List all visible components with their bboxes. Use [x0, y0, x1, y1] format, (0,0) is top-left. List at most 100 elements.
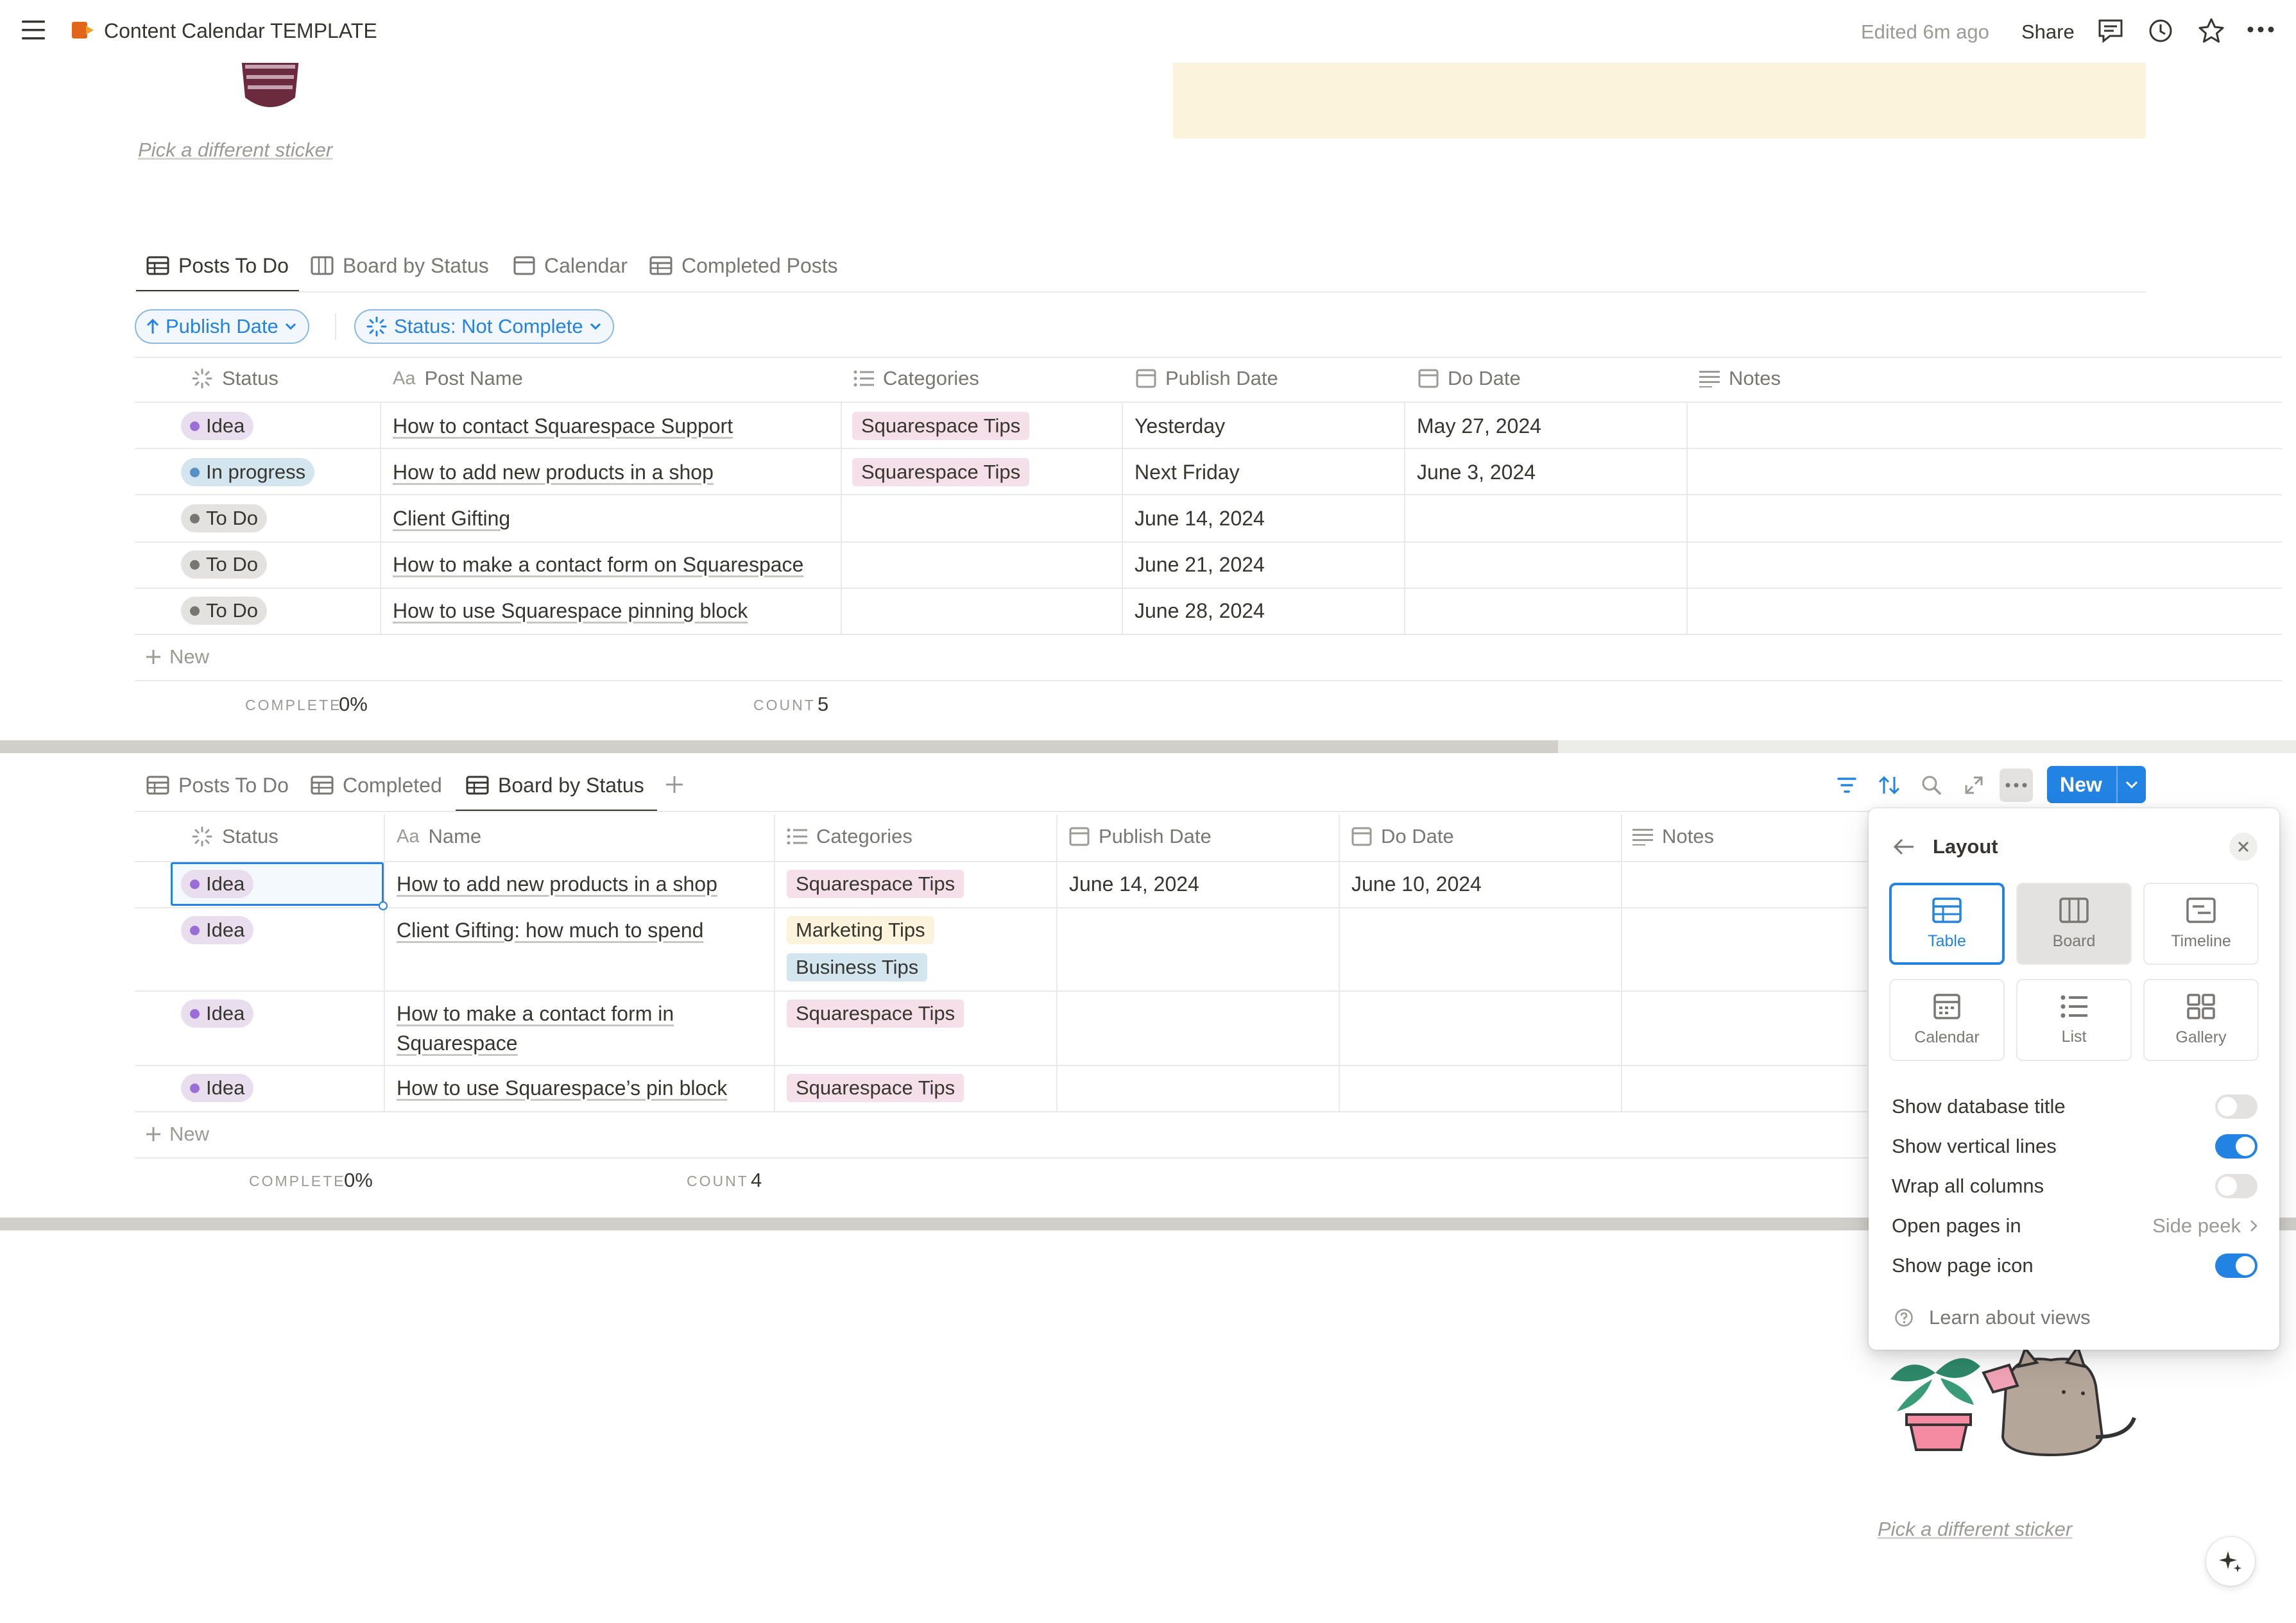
add-new-row-button[interactable]: New — [145, 1123, 209, 1146]
col-header-status[interactable]: Status — [191, 825, 278, 848]
setting-show-page-icon[interactable]: Show page icon — [1892, 1250, 2257, 1282]
more-options-icon[interactable] — [2247, 26, 2274, 33]
name-cell[interactable]: Client Gifting: how much to spend — [397, 919, 704, 942]
tab-calendar[interactable]: Calendar — [513, 246, 628, 285]
col-header-do-date[interactable]: Do Date — [1418, 367, 1521, 390]
col-header-notes[interactable]: Notes — [1699, 367, 1781, 390]
status-badge[interactable]: To Do — [181, 504, 267, 532]
ai-assistant-sparkle-button[interactable] — [2206, 1537, 2255, 1586]
learn-about-views-link[interactable]: Learn about views — [1894, 1306, 2091, 1329]
category-tag[interactable]: Squarespace Tips — [787, 1074, 964, 1102]
layout-option-board[interactable]: Board — [2016, 883, 2132, 965]
category-tag[interactable]: Marketing Tips — [787, 916, 934, 944]
tab-completed[interactable]: Completed — [311, 766, 442, 804]
search-icon[interactable] — [1915, 769, 1948, 802]
add-view-plus-icon[interactable] — [665, 775, 684, 794]
favorite-star-icon[interactable] — [2197, 17, 2225, 45]
name-cell-line1[interactable]: How to make a contact form in — [397, 1002, 674, 1025]
col-header-publish-date[interactable]: Publish Date — [1136, 367, 1278, 390]
status-badge[interactable]: To Do — [181, 550, 267, 579]
layout-option-timeline[interactable]: Timeline — [2143, 883, 2259, 965]
col-header-categories[interactable]: Categories — [853, 367, 979, 390]
close-icon[interactable] — [2229, 833, 2257, 861]
calc-count-label[interactable]: COUNT — [687, 1173, 749, 1189]
tab-posts-to-do[interactable]: Posts To Do — [146, 246, 289, 285]
col-header-name[interactable]: Aa Name — [397, 825, 481, 848]
sort-icon[interactable] — [1872, 769, 1906, 802]
cell-resize-handle[interactable] — [379, 901, 388, 910]
menu-icon[interactable] — [22, 19, 46, 41]
col-header-notes[interactable]: Notes — [1632, 825, 1714, 848]
category-tag[interactable]: Squarespace Tips — [787, 999, 964, 1028]
calc-complete-label[interactable]: COMPLETE — [249, 1173, 346, 1189]
add-new-row-button[interactable]: New — [145, 645, 209, 668]
col-header-do-date[interactable]: Do Date — [1351, 825, 1454, 848]
setting-open-pages-in[interactable]: Open pages in Side peek — [1892, 1210, 2257, 1242]
layout-option-gallery[interactable]: Gallery — [2143, 979, 2259, 1061]
layout-option-list[interactable]: List — [2016, 979, 2132, 1061]
back-arrow-icon[interactable] — [1893, 838, 1915, 856]
tab-board-by-status-active[interactable]: Board by Status — [466, 766, 644, 804]
category-tag[interactable]: Squarespace Tips — [852, 458, 1030, 486]
horizontal-scrollbar-thumb[interactable] — [0, 1218, 2296, 1230]
page-icon[interactable] — [71, 19, 95, 41]
setting-show-vertical-lines[interactable]: Show vertical lines — [1892, 1130, 2257, 1162]
layout-option-calendar[interactable]: Calendar — [1889, 979, 2005, 1061]
name-cell[interactable]: How to add new products in a shop — [397, 872, 717, 896]
do-date-cell[interactable]: June 10, 2024 — [1351, 872, 1482, 896]
tab-posts-to-do-2[interactable]: Posts To Do — [146, 766, 289, 804]
calc-complete-label[interactable]: COMPLETE — [245, 697, 342, 713]
tab-board-by-status[interactable]: Board by Status — [311, 246, 489, 285]
show-vertical-lines-toggle[interactable] — [2215, 1134, 2257, 1159]
name-cell[interactable]: How to use Squarespace’s pin block — [397, 1076, 728, 1100]
col-header-post-name[interactable]: Aa Post Name — [393, 367, 523, 390]
view-options-more-icon[interactable] — [2000, 769, 2033, 802]
status-not-complete-filter[interactable]: Status: Not Complete — [354, 309, 614, 344]
publish-date-cell[interactable]: June 14, 2024 — [1069, 872, 1199, 896]
show-page-icon-toggle[interactable] — [2215, 1253, 2257, 1278]
sticker-image-bottom[interactable] — [1871, 1341, 2141, 1456]
pick-sticker-link-bottom[interactable]: Pick a different sticker — [1878, 1518, 2073, 1540]
status-badge[interactable]: In progress — [181, 458, 315, 486]
post-name-cell[interactable]: How to contact Squarespace Support — [393, 414, 733, 438]
calc-count-label[interactable]: COUNT — [753, 697, 816, 713]
sort-publish-date-filter[interactable]: Publish Date — [135, 309, 309, 344]
status-badge[interactable]: Idea — [181, 870, 254, 898]
new-record-button[interactable]: New — [2047, 766, 2146, 803]
publish-date-cell[interactable]: Next Friday — [1135, 461, 1240, 484]
setting-show-database-title[interactable]: Show database title — [1892, 1091, 2257, 1123]
publish-date-cell[interactable]: Yesterday — [1135, 414, 1226, 438]
publish-date-cell[interactable]: June 28, 2024 — [1135, 599, 1265, 622]
do-date-cell[interactable]: May 27, 2024 — [1417, 414, 1541, 438]
name-cell-line2[interactable]: Squarespace — [397, 1032, 518, 1055]
page-title[interactable]: Content Calendar TEMPLATE — [104, 19, 377, 42]
expand-icon[interactable] — [1957, 769, 1991, 802]
status-badge[interactable]: Idea — [181, 412, 254, 440]
do-date-cell[interactable]: June 3, 2024 — [1417, 461, 1536, 484]
sticker-image-top[interactable] — [236, 58, 304, 115]
tab-completed-posts[interactable]: Completed Posts — [649, 246, 838, 285]
post-name-cell[interactable]: Client Gifting — [393, 507, 511, 530]
show-database-title-toggle[interactable] — [2215, 1094, 2257, 1119]
category-tag[interactable]: Business Tips — [787, 953, 928, 981]
layout-option-table[interactable]: Table — [1889, 883, 2005, 965]
status-badge[interactable]: To Do — [181, 597, 267, 625]
chevron-down-icon[interactable] — [2118, 781, 2146, 788]
publish-date-cell[interactable]: June 21, 2024 — [1135, 553, 1265, 576]
status-badge[interactable]: Idea — [181, 916, 254, 944]
publish-date-cell[interactable]: June 14, 2024 — [1135, 507, 1265, 530]
horizontal-scrollbar-thumb[interactable] — [0, 740, 1558, 753]
setting-wrap-all-columns[interactable]: Wrap all columns — [1892, 1170, 2257, 1202]
filter-icon[interactable] — [1830, 769, 1863, 802]
wrap-all-columns-toggle[interactable] — [2215, 1174, 2257, 1198]
pick-sticker-link-top[interactable]: Pick a different sticker — [138, 139, 333, 161]
post-name-cell[interactable]: How to use Squarespace pinning block — [393, 599, 748, 622]
comments-icon[interactable] — [2097, 18, 2124, 44]
col-header-status[interactable]: Status — [191, 367, 278, 390]
status-badge[interactable]: Idea — [181, 1074, 254, 1102]
post-name-cell[interactable]: How to add new products in a shop — [393, 461, 714, 484]
share-button[interactable]: Share — [2021, 21, 2075, 43]
col-header-publish-date[interactable]: Publish Date — [1069, 825, 1212, 848]
status-badge[interactable]: Idea — [181, 999, 254, 1028]
col-header-categories[interactable]: Categories — [787, 825, 912, 848]
